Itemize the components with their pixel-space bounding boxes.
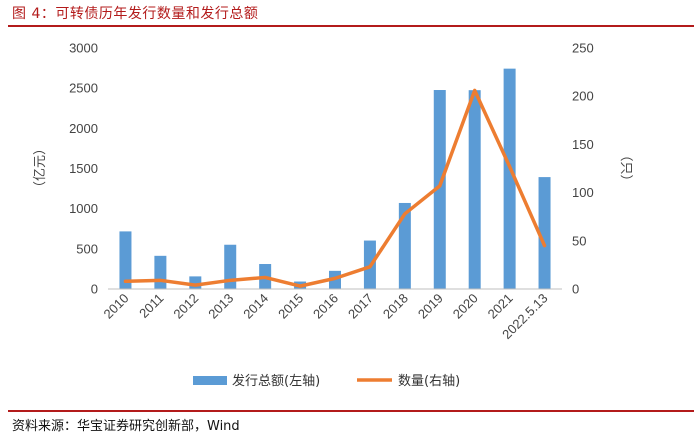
left-tick-label: 3000 <box>69 41 98 56</box>
x-tick-label: 2016 <box>310 291 341 322</box>
left-tick-label: 0 <box>91 282 98 297</box>
legend-line-label: 数量(右轴) <box>398 374 460 389</box>
title-rule <box>8 25 694 27</box>
footer-rule <box>8 410 694 412</box>
right-axis-ticks: 0 50 100 150 200 250 <box>572 41 594 297</box>
left-tick-label: 500 <box>76 241 98 256</box>
x-tick-label: 2012 <box>170 291 201 322</box>
right-tick-label: 200 <box>572 89 594 104</box>
left-axis-title: （亿元） <box>33 142 48 194</box>
right-tick-label: 250 <box>572 41 594 56</box>
x-tick-label: 2011 <box>136 291 166 321</box>
x-tick-label: 2017 <box>345 291 376 322</box>
x-tick-label: 2015 <box>275 291 306 322</box>
x-tick-label: 2014 <box>240 291 271 322</box>
left-tick-label: 1000 <box>69 201 98 216</box>
bar <box>154 255 167 289</box>
left-tick-label: 1500 <box>69 161 98 176</box>
source-note: 资料来源：华宝证券研究创新部，Wind <box>12 419 240 434</box>
bar <box>189 276 202 289</box>
right-tick-label: 50 <box>572 233 586 248</box>
legend-bar-swatch <box>193 376 227 385</box>
x-tick-label: 2020 <box>450 291 481 322</box>
bar <box>398 202 411 289</box>
left-tick-label: 2500 <box>69 81 98 96</box>
x-tick-label: 2019 <box>415 291 446 322</box>
series-line <box>123 88 547 288</box>
right-axis-title: （只） <box>618 148 633 187</box>
x-axis-ticks: 2010 2011 2012 2013 2014 2015 2016 2017 2018 2019… <box>101 291 551 343</box>
right-tick-label: 150 <box>572 137 594 152</box>
bar <box>468 90 481 289</box>
bar <box>538 177 551 289</box>
bar <box>503 68 516 290</box>
line-series <box>123 88 547 288</box>
combo-chart: 0 500 1000 1500 2000 2500 3000 0 50 100 150 200 250… <box>33 41 633 390</box>
x-tick-label: 2018 <box>380 291 411 322</box>
right-tick-label: 100 <box>572 185 594 200</box>
bar <box>224 244 237 289</box>
left-tick-label: 2000 <box>69 121 98 136</box>
right-tick-label: 0 <box>572 282 579 297</box>
x-tick-label: 2010 <box>101 291 132 322</box>
x-tick-label: 2021 <box>485 291 516 322</box>
figure-title: 图 4：可转债历年发行数量和发行总额 <box>12 6 259 22</box>
bar <box>433 90 446 289</box>
bar <box>119 231 132 289</box>
x-tick-label: 2013 <box>205 291 236 322</box>
bar-series <box>119 68 551 290</box>
legend-bar-label: 发行总额(左轴) <box>232 373 320 389</box>
left-axis-ticks: 0 500 1000 1500 2000 2500 3000 <box>69 41 98 297</box>
legend: 发行总额(左轴) 数量(右轴) <box>193 373 460 389</box>
